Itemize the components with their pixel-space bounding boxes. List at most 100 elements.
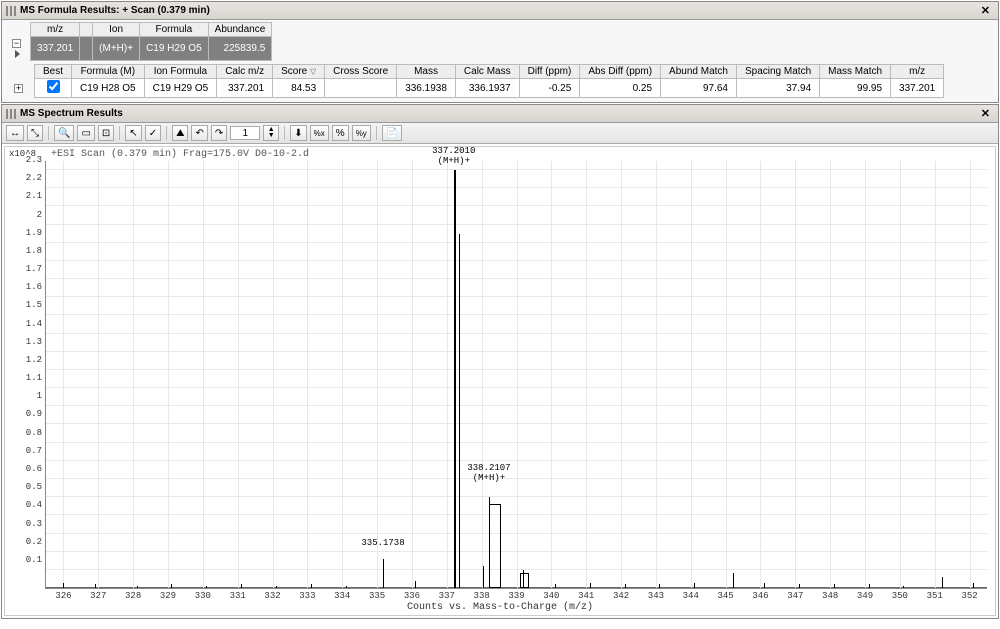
col-formula[interactable]: Formula xyxy=(140,23,209,37)
y-tick-label: 1.5 xyxy=(26,300,42,310)
x-tick-label: 343 xyxy=(648,591,664,601)
spectrum-peak xyxy=(903,586,904,588)
gridline-v xyxy=(760,161,761,588)
cell-diff: -0.25 xyxy=(519,79,580,98)
spectrum-peak xyxy=(555,584,556,588)
detail-row[interactable]: + C19 H28 O5 C19 H29 O5 337.201 84.53 33… xyxy=(6,79,944,98)
plot-area[interactable]: 0.10.20.30.40.50.60.70.80.911.11.21.31.4… xyxy=(45,161,987,589)
formula-results-panel: MS Formula Results: + Scan (0.379 min) ✕… xyxy=(1,1,999,103)
x-tick-label: 339 xyxy=(508,591,524,601)
cell-mass-match: 99.95 xyxy=(820,79,891,98)
close-icon[interactable]: ✕ xyxy=(977,107,994,120)
percent-xy-icon[interactable]: %x xyxy=(310,125,329,141)
dh-mass[interactable]: Mass xyxy=(397,65,456,79)
fit-icon[interactable]: ⊡ xyxy=(98,125,114,141)
dh-ion-formula[interactable]: Ion Formula xyxy=(144,65,217,79)
col-ion[interactable]: Ion xyxy=(93,23,140,37)
cell-cross xyxy=(325,79,397,98)
x-tick-label: 345 xyxy=(718,591,734,601)
cell-calc-mass: 336.1937 xyxy=(455,79,519,98)
expand-icon[interactable]: + xyxy=(14,84,23,93)
zoom-box-icon[interactable]: ▭ xyxy=(77,125,94,141)
spectrum-peak xyxy=(454,170,456,588)
move-tool-icon[interactable]: ↔ xyxy=(6,125,24,141)
spectrum-peak xyxy=(171,584,172,588)
dh-mz2[interactable]: m/z xyxy=(891,65,944,79)
cell-ion: (M+H)+ xyxy=(93,37,140,61)
gridline-v xyxy=(517,161,518,588)
dh-cross[interactable]: Cross Score xyxy=(325,65,397,79)
cell-best xyxy=(35,79,72,98)
dh-formula-m[interactable]: Formula (M) xyxy=(72,65,145,79)
y-tick-label: 0.7 xyxy=(26,446,42,456)
cell-mass: 336.1938 xyxy=(397,79,456,98)
peak-label: 338.2107(M+H)+ xyxy=(467,463,510,483)
spectrum-peak xyxy=(241,584,242,588)
annotate-icon[interactable]: ⬇ xyxy=(290,125,306,141)
dh-calc-mz[interactable]: Calc m/z xyxy=(217,65,273,79)
spectrum-peak xyxy=(483,566,484,588)
percent-y-icon[interactable]: %y xyxy=(352,125,371,141)
dh-best[interactable]: Best xyxy=(35,65,72,79)
gridline-v xyxy=(133,161,134,588)
percent-icon[interactable]: % xyxy=(332,125,349,141)
gridline-v xyxy=(935,161,936,588)
peak-envelope xyxy=(489,504,501,588)
gridline-v xyxy=(900,161,901,588)
spectrum-peak xyxy=(383,559,384,588)
export-icon[interactable]: 📄 xyxy=(382,125,402,141)
undo-icon[interactable]: ↶ xyxy=(191,125,207,141)
cell-spacing: 37.94 xyxy=(736,79,819,98)
gridline-v xyxy=(342,161,343,588)
y-tick-label: 2.2 xyxy=(26,173,42,183)
cell-ion-formula: C19 H29 O5 xyxy=(144,79,217,98)
dh-spacing[interactable]: Spacing Match xyxy=(736,65,819,79)
col-mz[interactable]: m/z xyxy=(31,23,80,37)
peaks-icon[interactable]: ⛰ xyxy=(172,125,188,141)
select-tool-icon[interactable]: ↖ xyxy=(125,125,141,141)
y-tick-label: 0.3 xyxy=(26,519,42,529)
spectrum-peak xyxy=(694,583,695,588)
gridline-v xyxy=(273,161,274,588)
gridline-v xyxy=(970,161,971,588)
spectrum-peak xyxy=(95,584,96,588)
cell-mz: 337.201 xyxy=(31,37,80,61)
spectrum-peak xyxy=(311,584,312,588)
dh-mass-match[interactable]: Mass Match xyxy=(820,65,891,79)
dh-abund[interactable]: Abund Match xyxy=(661,65,737,79)
zoom-in-icon[interactable]: 🔍 xyxy=(54,125,74,141)
dh-score[interactable]: Score ▽ xyxy=(273,65,325,79)
dh-diff[interactable]: Diff (ppm) xyxy=(519,65,580,79)
line-tool-icon[interactable]: ✓ xyxy=(145,125,161,141)
x-tick-label: 334 xyxy=(334,591,350,601)
spinner-arrows-icon[interactable]: ▲▼ xyxy=(263,125,279,141)
spectrum-peak xyxy=(942,577,943,588)
x-tick-label: 326 xyxy=(55,591,71,601)
gridline-v xyxy=(447,161,448,588)
scale-spinner[interactable] xyxy=(230,126,260,140)
redo-icon[interactable]: ↷ xyxy=(211,125,227,141)
dh-calc-mass[interactable]: Calc Mass xyxy=(455,65,519,79)
cell-formula: C19 H29 O5 xyxy=(140,37,209,61)
spectrum-peak xyxy=(276,586,277,588)
x-tick-label: 348 xyxy=(822,591,838,601)
formula-tables: m/z Ion Formula Abundance − 337.201 (M+H… xyxy=(2,20,998,102)
col-abundance[interactable]: Abundance xyxy=(208,23,272,37)
close-icon[interactable]: ✕ xyxy=(977,4,994,17)
y-tick-label: 2.3 xyxy=(26,155,42,165)
collapse-icon[interactable]: − xyxy=(12,39,21,48)
spectrum-chart[interactable]: x10^8 +ESI Scan (0.379 min) Frag=175.0V … xyxy=(4,146,996,616)
summary-row-selected[interactable]: − 337.201 (M+H)+ C19 H29 O5 225839.5 xyxy=(6,37,272,61)
spectrum-peak xyxy=(869,584,870,588)
cell-calc-mz: 337.201 xyxy=(217,79,273,98)
spectrum-peak xyxy=(834,584,835,588)
best-checkbox[interactable] xyxy=(47,80,60,93)
gridline-v xyxy=(586,161,587,588)
spectrum-peak xyxy=(973,583,974,588)
x-tick-label: 341 xyxy=(578,591,594,601)
formula-title-text: MS Formula Results: + Scan (0.379 min) xyxy=(20,5,210,16)
y-tick-label: 2.1 xyxy=(26,191,42,201)
cell-mz2: 337.201 xyxy=(891,79,944,98)
dh-abs-diff[interactable]: Abs Diff (ppm) xyxy=(580,65,661,79)
resize-tool-icon[interactable]: ⤡ xyxy=(27,125,43,141)
